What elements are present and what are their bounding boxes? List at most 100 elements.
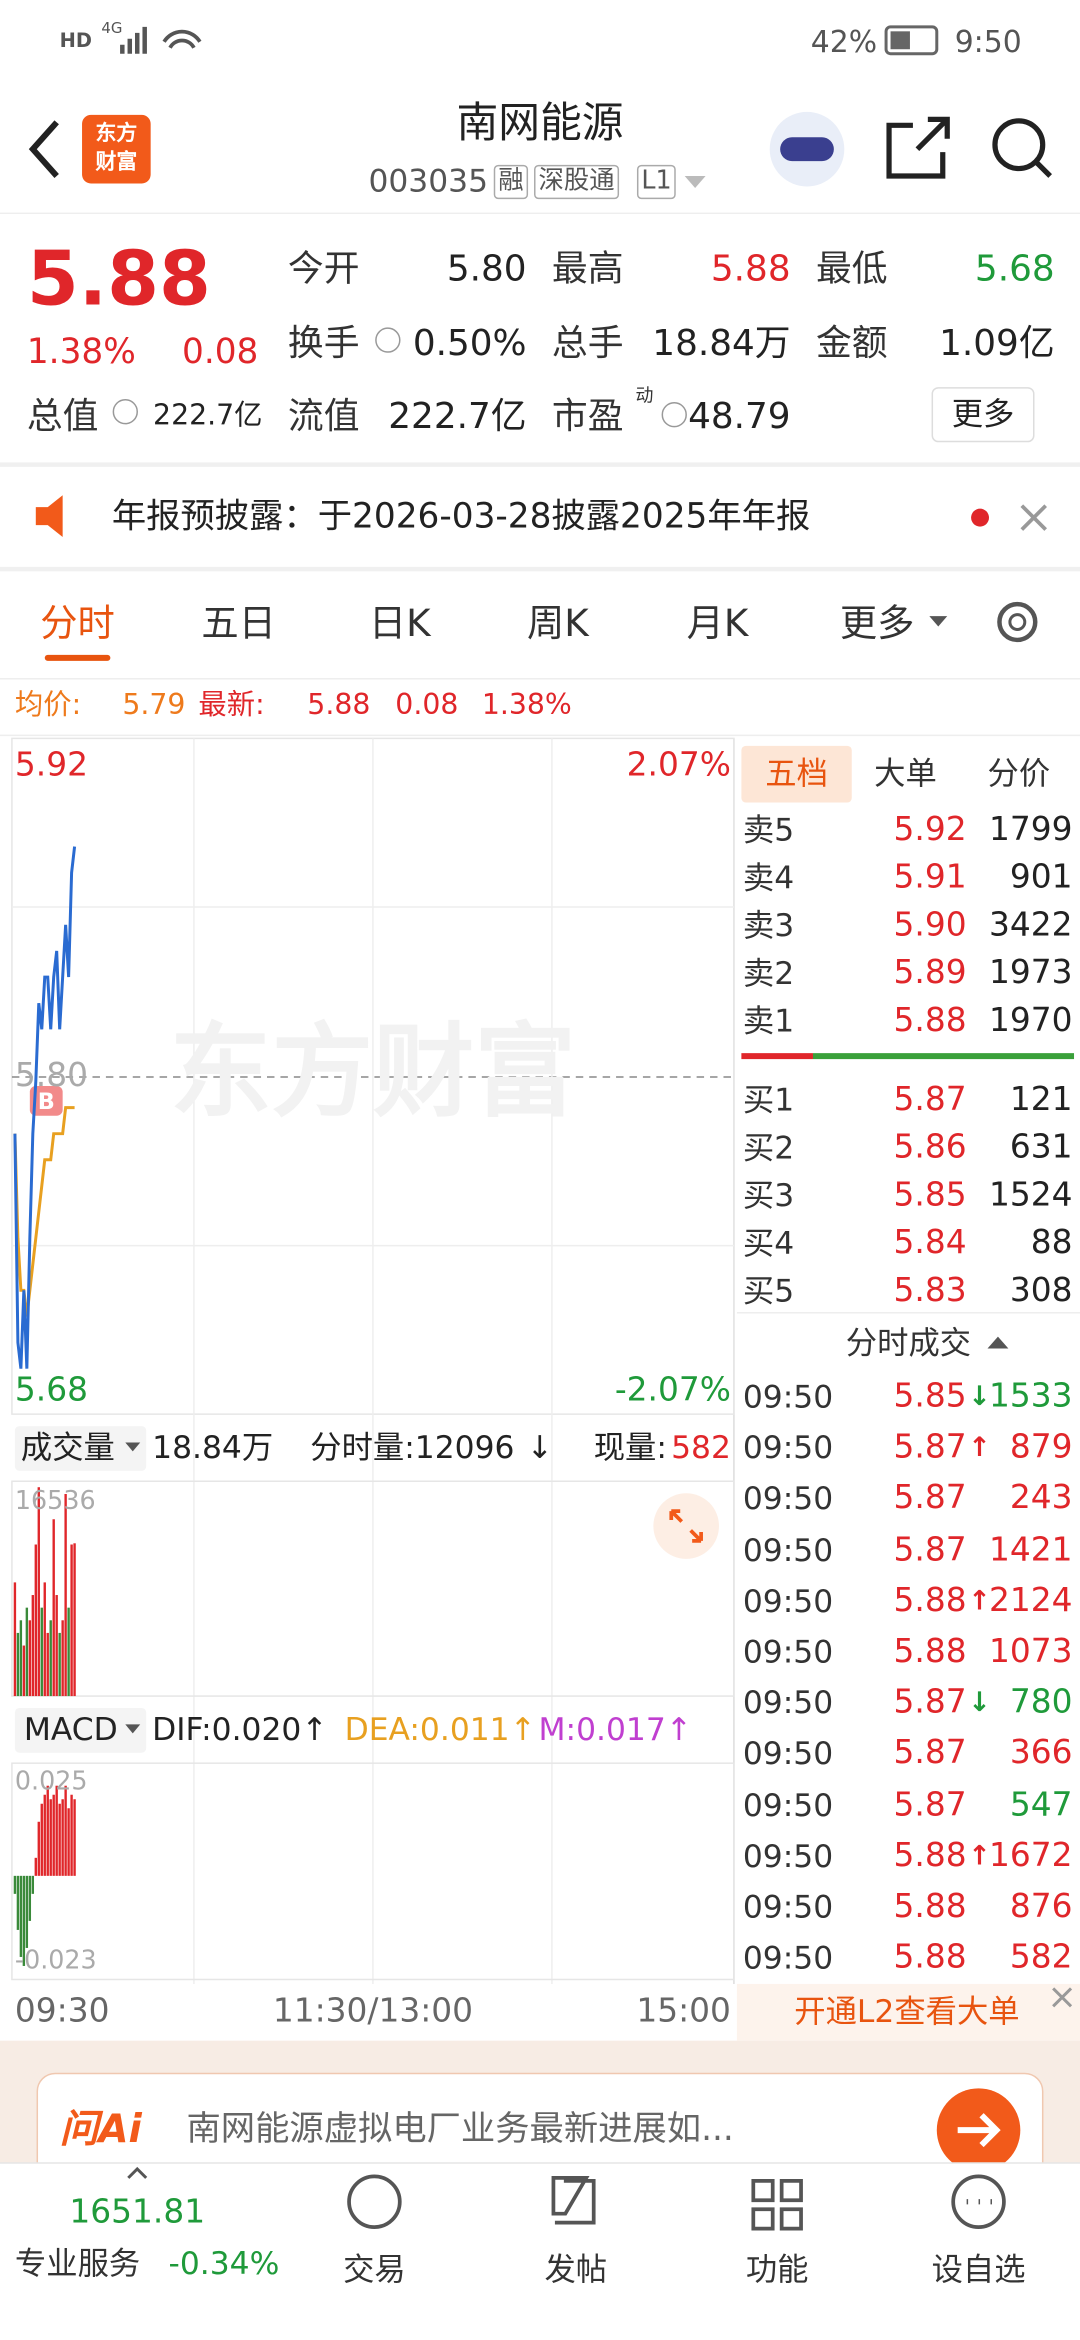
trade-price: 5.88 [893, 1633, 967, 1671]
tab[interactable]: 分时 [40, 601, 115, 646]
tab[interactable]: 周K [527, 601, 589, 646]
field-value: 5.68 [974, 247, 1055, 290]
volume-bar [64, 1493, 67, 1697]
trade-time: 09:50 [742, 1430, 834, 1466]
search-icon[interactable] [992, 118, 1046, 172]
expand-button[interactable] [653, 1493, 719, 1559]
trade-time: 09:50 [742, 1481, 834, 1517]
trade-price: 5.87 [893, 1429, 967, 1467]
nav-icon[interactable] [751, 2179, 803, 2231]
macd-bar [40, 1803, 43, 1876]
tab[interactable]: 更多 [839, 601, 915, 646]
nav-bg [0, 2162, 1080, 2339]
macd-bar [22, 1875, 26, 1966]
field-value: 1.09亿 [939, 322, 1055, 364]
expand-icon [669, 1509, 703, 1543]
avg-label: 均价: [14, 688, 82, 722]
price-line [13, 846, 77, 1369]
close-icon[interactable] [1052, 1987, 1073, 2008]
nav-label[interactable]: 专业服务 [14, 2245, 141, 2282]
tab[interactable]: 月K [686, 601, 749, 646]
l2-banner[interactable]: 开通L2查看大单 [794, 1993, 1020, 2030]
trade-price: 5.87 [893, 1786, 967, 1824]
nav-icon[interactable] [347, 2174, 402, 2229]
tag: L1 [636, 164, 677, 200]
selector[interactable] [14, 1707, 147, 1753]
trade-volume: 1073 [988, 1633, 1073, 1671]
macd-bar [61, 1799, 64, 1876]
book-label: 卖5 [742, 812, 795, 849]
axis-label: 0.025 [14, 1766, 88, 1797]
tab-underline [44, 654, 111, 661]
book-tab[interactable]: 分价 [987, 755, 1051, 792]
sort-icon[interactable] [987, 1336, 1009, 1349]
trade-volume: 1421 [988, 1531, 1073, 1569]
share-icon[interactable] [886, 116, 950, 179]
more-button[interactable]: 更多 [951, 396, 1015, 432]
back-icon[interactable] [28, 120, 59, 179]
selector[interactable] [14, 1426, 147, 1471]
macd-bar [73, 1799, 76, 1876]
nav-label[interactable]: 设自选 [931, 2251, 1026, 2288]
tab[interactable]: 日K [368, 601, 431, 646]
book-volume: 901 [1009, 859, 1073, 897]
settings-icon[interactable] [997, 601, 1038, 643]
volume-bar [67, 1607, 70, 1697]
axis-label: 5.68 [14, 1372, 88, 1410]
volume-bar [13, 1582, 17, 1697]
latest-change: 0.08 [395, 688, 459, 722]
status-icon: HD [59, 30, 92, 53]
volume-bar [37, 1487, 40, 1697]
book-label: 买3 [742, 1177, 795, 1214]
trade-time: 09:50 [742, 1685, 834, 1721]
book-label: 卖3 [742, 907, 795, 944]
tab[interactable]: 五日 [201, 601, 276, 646]
macd-bar [52, 1794, 55, 1876]
trade-arrow: ↑ [968, 1432, 991, 1464]
dropdown[interactable] [684, 176, 706, 188]
volume-label[interactable]: 成交量 [20, 1429, 115, 1466]
axis-label: 16536 [14, 1486, 96, 1517]
notice[interactable]: 年报预披露：于2026-03-28披露2025年年报 [111, 497, 811, 537]
volume-bar [43, 1582, 46, 1697]
trade-volume: 876 [1009, 1888, 1073, 1926]
ai-prompt[interactable]: 南网能源虚拟电厂业务最新进展如... [186, 2110, 734, 2149]
book-price: 5.91 [893, 859, 967, 897]
latest-label: 最新: [198, 688, 265, 722]
field-value: 222.7亿 [153, 399, 263, 432]
macd-bar [58, 1803, 61, 1876]
info-icon[interactable] [661, 402, 687, 428]
nav-icon[interactable] [551, 2176, 596, 2225]
nav-icon[interactable] [951, 2174, 1006, 2229]
volume-bar [34, 1544, 37, 1697]
book-tab[interactable]: 大单 [874, 755, 937, 792]
info-icon[interactable] [112, 399, 138, 425]
nav-label[interactable]: 发帖 [544, 2251, 608, 2288]
tag: 融 [493, 164, 529, 200]
avg-line [13, 1106, 75, 1317]
macd-label[interactable]: MACD [23, 1711, 118, 1748]
nav-label[interactable]: 交易 [343, 2251, 406, 2288]
divider [0, 462, 1080, 467]
trades-title[interactable]: 分时成交 [845, 1325, 972, 1362]
book-label: 买5 [742, 1273, 795, 1309]
chart-frame [11, 1762, 735, 1981]
chart-frame [11, 1480, 735, 1697]
macd-bar [19, 1875, 23, 1957]
volume-bar [61, 1620, 64, 1697]
close-icon[interactable] [1020, 504, 1048, 531]
nav-label[interactable]: 功能 [745, 2251, 809, 2288]
clock: 9:50 [954, 23, 1022, 60]
trade-price: 5.87 [893, 1735, 967, 1773]
field-label: 最高 [551, 247, 624, 290]
book-volume: 88 [1030, 1224, 1073, 1262]
dropdown[interactable] [929, 616, 948, 627]
info-icon[interactable] [375, 327, 401, 353]
book-tab[interactable]: 五档 [765, 755, 828, 792]
field-sup: 动 [635, 384, 654, 406]
banner-bg [736, 1983, 1080, 2041]
book-label: 卖4 [742, 859, 795, 896]
trade-price: 5.87 [893, 1531, 967, 1569]
more-button[interactable] [931, 387, 1035, 443]
field-value: 0.50% [412, 322, 527, 364]
